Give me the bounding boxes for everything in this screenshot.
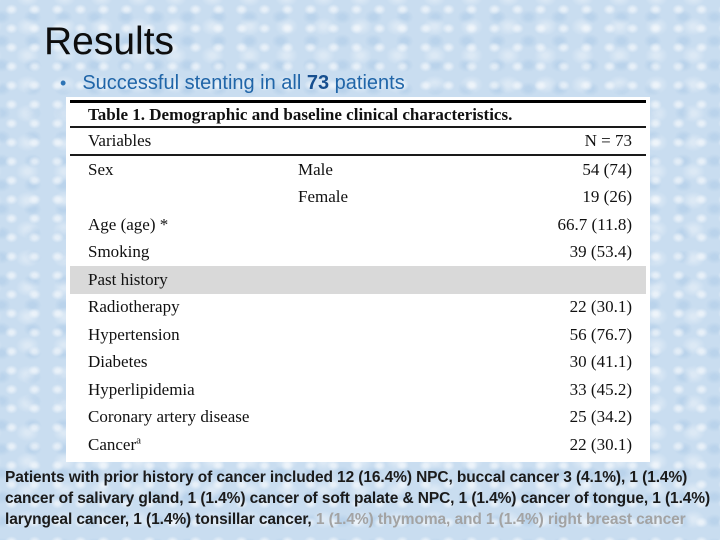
page-title: Results — [44, 20, 175, 63]
row-value: 54 (74) — [582, 159, 632, 179]
row-value: 22 (30.1) — [569, 297, 632, 317]
table-row: Diabetes 30 (41.1) — [70, 349, 646, 377]
row-label: Diabetes — [88, 352, 148, 372]
bullet-item: • Successful stenting in all 73 patients — [60, 72, 680, 95]
row-label: Coronary artery disease — [88, 407, 250, 427]
cancer-history-note-main: Patients with prior history of cancer in… — [5, 469, 715, 528]
row-value: 66.7 (11.8) — [557, 214, 632, 234]
bullet-patient-count: 73 — [306, 72, 330, 94]
row-value: 22 (30.1) — [569, 434, 632, 454]
row-value: 33 (45.2) — [569, 379, 632, 399]
table-row-section-past-history: Past history — [70, 266, 646, 294]
table-row: Female 19 (26) — [70, 184, 646, 212]
table-row: Cancera 22 (30.1) — [70, 431, 646, 459]
column-header-n: N = 73 — [584, 131, 632, 150]
row-value: 19 (26) — [582, 187, 632, 207]
row-label: Cancera — [88, 434, 142, 454]
table-header-row: Variables N = 73 — [70, 128, 646, 156]
table-row: Coronary artery disease 25 (34.2) — [70, 404, 646, 432]
row-sublabel: Female — [298, 187, 349, 207]
demographics-table: Table 1. Demographic and baseline clinic… — [66, 97, 650, 462]
cancer-history-note: Patients with prior history of cancer in… — [5, 467, 717, 530]
table-row: Radiotherapy 22 (30.1) — [70, 294, 646, 322]
row-label: Smoking — [88, 242, 150, 262]
bullet-marker-icon: • — [60, 73, 67, 93]
row-value: 25 (34.2) — [569, 407, 632, 427]
footnote-marker: a — [136, 434, 142, 447]
bullet-text-pre: Successful stenting in all — [82, 72, 307, 94]
column-header-variables: Variables — [88, 131, 152, 150]
row-label: Past history — [88, 269, 168, 289]
row-value: 30 (41.1) — [569, 352, 632, 372]
row-label: Sex — [88, 159, 114, 179]
table-row: Hyperlipidemia 33 (45.2) — [70, 376, 646, 404]
row-label: Age (age) * — [88, 214, 169, 234]
table-row: Smoking 39 (53.4) — [70, 239, 646, 267]
table-caption: Table 1. Demographic and baseline clinic… — [70, 103, 646, 128]
cancer-history-note-muted: 1 (1.4%) thymoma, and 1 (1.4%) right bre… — [315, 511, 686, 528]
row-value: 56 (76.7) — [569, 324, 632, 344]
row-label: Hypertension — [88, 324, 180, 344]
table-row: Age (age) * 66.7 (11.8) — [70, 211, 646, 239]
table-row: Sex Male 54 (74) — [70, 156, 646, 184]
bullet-text: Successful stenting in all 73 patients — [82, 72, 404, 95]
bullet-text-post: patients — [329, 72, 405, 94]
row-value: 39 (53.4) — [569, 242, 632, 262]
row-label: Radiotherapy — [88, 297, 180, 317]
row-label: Hyperlipidemia — [88, 379, 195, 399]
table-row: Hypertension 56 (76.7) — [70, 321, 646, 349]
row-sublabel: Male — [298, 159, 333, 179]
table-inner: Table 1. Demographic and baseline clinic… — [70, 100, 646, 459]
